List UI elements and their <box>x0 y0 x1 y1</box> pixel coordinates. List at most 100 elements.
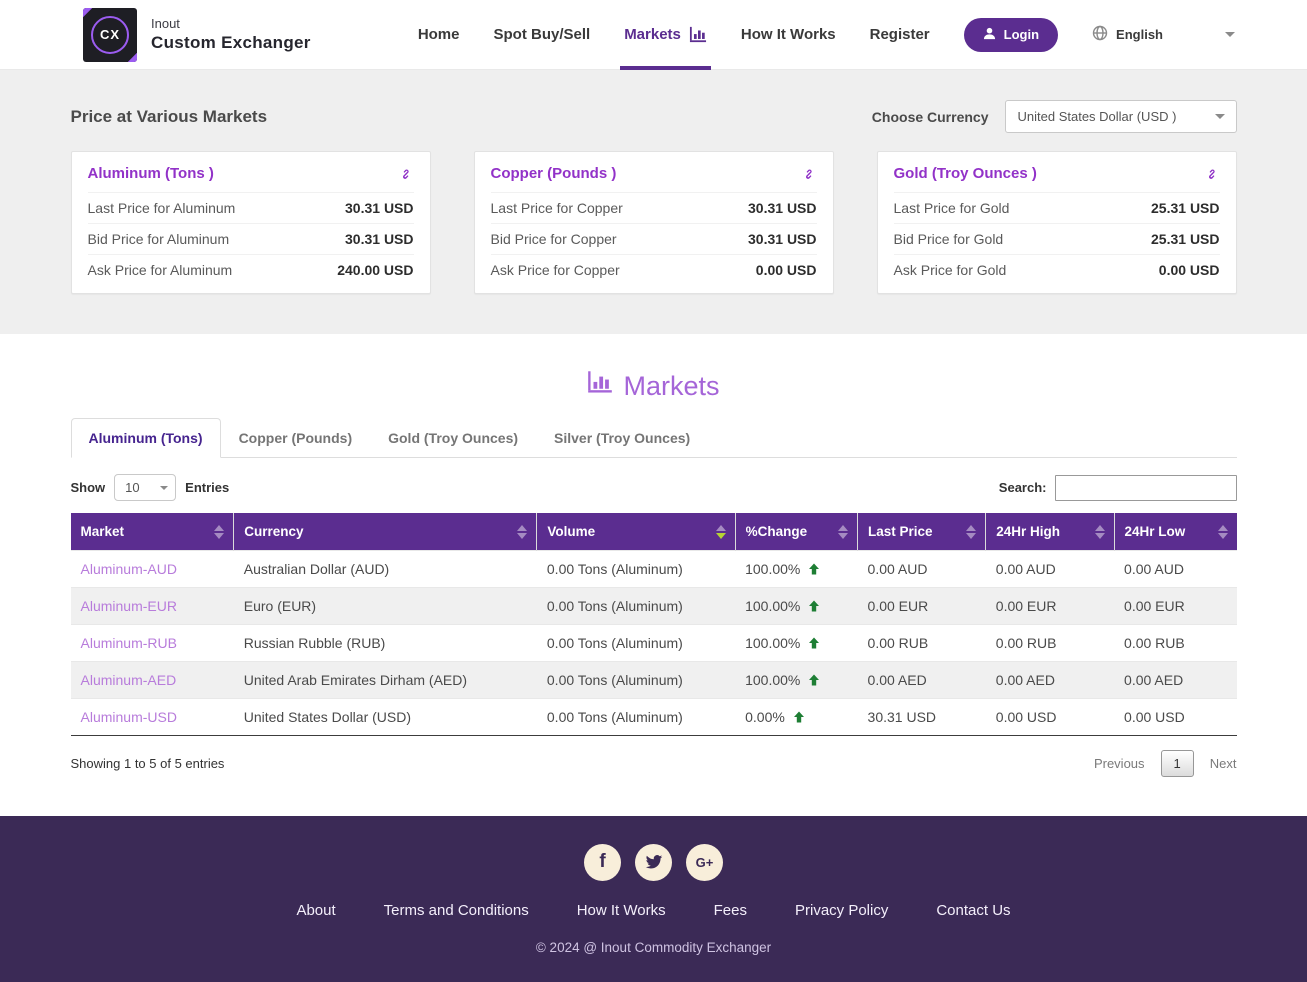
footer-link-about[interactable]: About <box>296 901 336 919</box>
currency-cell: United States Dollar (USD) <box>233 698 537 736</box>
arrow-up-icon <box>793 711 804 723</box>
high-cell: 0.00 USD <box>985 698 1115 736</box>
price-row: Ask Price for Aluminum 240.00 USD <box>87 254 414 285</box>
user-icon <box>983 27 996 43</box>
link-icon[interactable] <box>398 166 414 182</box>
last-price-cell: 0.00 RUB <box>857 624 986 662</box>
last-price-cell: 0.00 EUR <box>857 587 986 625</box>
social-links: f G+ <box>584 843 723 881</box>
login-button[interactable]: Login <box>963 17 1059 52</box>
change-cell: 100.00% <box>735 550 858 588</box>
low-cell: 0.00 RUB <box>1114 624 1237 662</box>
sort-icon <box>1094 524 1105 539</box>
sort-desc-icon <box>715 524 726 539</box>
navbar: CX Inout Custom Exchanger Home Spot Buy/… <box>0 0 1307 70</box>
arrow-up-icon <box>809 563 820 575</box>
footer-link-contact[interactable]: Contact Us <box>936 901 1011 919</box>
nav-item-spot-buy-sell[interactable]: Spot Buy/Sell <box>493 26 591 43</box>
google-plus-icon[interactable]: G+ <box>686 843 723 881</box>
next-button[interactable]: Next <box>1209 756 1237 771</box>
footer-link-privacy[interactable]: Privacy Policy <box>794 901 889 919</box>
currency-select[interactable]: United States Dollar (USD ) <box>1004 100 1237 133</box>
last-price-cell: 0.00 AUD <box>857 550 986 588</box>
currency-cell: Euro (EUR) <box>233 587 537 625</box>
currency-cell: Russian Rubble (RUB) <box>233 624 537 662</box>
market-tabs: Aluminum (Tons) Copper (Pounds) Gold (Tr… <box>70 418 1237 458</box>
footer-link-how-it-works[interactable]: How It Works <box>576 901 666 919</box>
twitter-icon[interactable] <box>635 843 672 881</box>
price-card-gold: Gold (Troy Ounces ) Last Price for Gold … <box>876 151 1237 294</box>
logo-initials: CX <box>91 15 129 54</box>
column-header-volume[interactable]: Volume <box>536 513 736 551</box>
logo-mark-icon: CX <box>83 7 137 62</box>
price-card-copper: Copper (Pounds ) Last Price for Copper 3… <box>473 151 834 294</box>
markets-table: Market Currency Volume %Change <box>70 513 1237 736</box>
last-price-cell: 30.31 USD <box>857 698 986 736</box>
volume-cell: 0.00 Tons (Aluminum) <box>536 624 736 662</box>
nav-item-home[interactable]: Home <box>417 26 460 43</box>
price-row: Ask Price for Gold 0.00 USD <box>893 254 1220 285</box>
brand-name-bottom: Custom Exchanger <box>151 33 311 52</box>
volume-cell: 0.00 Tons (Aluminum) <box>536 661 736 699</box>
nav-item-how-it-works[interactable]: How It Works <box>740 26 836 43</box>
low-cell: 0.00 USD <box>1114 698 1237 736</box>
tab-aluminum-tons[interactable]: Aluminum (Tons) <box>70 418 221 458</box>
column-header-market[interactable]: Market <box>70 513 235 551</box>
high-cell: 0.00 RUB <box>985 624 1115 662</box>
arrow-up-icon <box>809 637 820 649</box>
change-cell: 0.00% <box>735 698 858 736</box>
tab-silver-troy-ounces[interactable]: Silver (Troy Ounces) <box>554 430 691 446</box>
arrow-up-icon <box>809 600 820 612</box>
markets-heading: Markets <box>0 370 1307 402</box>
caret-down-icon[interactable] <box>1225 32 1235 37</box>
page-size-select[interactable]: 10 <box>114 474 177 501</box>
column-header-change[interactable]: %Change <box>735 513 859 551</box>
market-pair-link[interactable]: Aluminum-RUB <box>80 635 177 651</box>
link-icon[interactable] <box>1204 166 1220 182</box>
price-row: Bid Price for Aluminum 30.31 USD <box>87 223 414 254</box>
currency-cell: Australian Dollar (AUD) <box>233 550 537 588</box>
currency-cell: United Arab Emirates Dirham (AED) <box>233 661 537 699</box>
column-header-last-price[interactable]: Last Price <box>857 513 987 551</box>
sort-icon <box>966 524 977 539</box>
search-input[interactable] <box>1054 474 1237 501</box>
card-title: Aluminum (Tons ) <box>87 165 214 182</box>
nav-item-register[interactable]: Register <box>869 26 930 43</box>
page-1-button[interactable]: 1 <box>1160 750 1194 777</box>
table-row: Aluminum-AUD Australian Dollar (AUD) 0.0… <box>70 550 1237 588</box>
tab-copper-pounds[interactable]: Copper (Pounds) <box>238 430 353 446</box>
link-icon[interactable] <box>801 166 817 182</box>
tab-gold-troy-ounces[interactable]: Gold (Troy Ounces) <box>388 430 519 446</box>
footer-link-fees[interactable]: Fees <box>713 901 747 919</box>
low-cell: 0.00 AED <box>1114 661 1237 699</box>
language-selector[interactable]: English <box>1092 25 1163 44</box>
footer: f G+ About Terms and Conditions How It W… <box>0 816 1307 982</box>
low-cell: 0.00 EUR <box>1114 587 1237 625</box>
volume-cell: 0.00 Tons (Aluminum) <box>536 698 736 736</box>
price-row: Bid Price for Copper 30.31 USD <box>490 223 817 254</box>
nav-item-markets[interactable]: Markets <box>620 0 711 70</box>
sort-icon <box>838 524 849 539</box>
entries-label: Entries <box>185 480 230 495</box>
price-section: Price at Various Markets Choose Currency… <box>0 70 1307 334</box>
market-pair-link[interactable]: Aluminum-USD <box>80 709 177 725</box>
change-cell: 100.00% <box>735 624 858 662</box>
market-pair-link[interactable]: Aluminum-AUD <box>80 561 177 577</box>
footer-link-terms[interactable]: Terms and Conditions <box>383 901 529 919</box>
low-cell: 0.00 AUD <box>1114 550 1237 588</box>
table-row: Aluminum-RUB Russian Rubble (RUB) 0.00 T… <box>70 624 1237 662</box>
table-header-row: Market Currency Volume %Change <box>70 513 1237 551</box>
chart-bar-icon <box>689 26 707 43</box>
previous-button[interactable]: Previous <box>1093 756 1145 771</box>
brand-logo[interactable]: CX Inout Custom Exchanger <box>83 7 311 62</box>
table-row: Aluminum-USD United States Dollar (USD) … <box>70 698 1237 736</box>
column-header-currency[interactable]: Currency <box>233 513 538 551</box>
column-header-24hr-low[interactable]: 24Hr Low <box>1114 513 1237 551</box>
facebook-icon[interactable]: f <box>584 843 621 881</box>
price-row: Last Price for Gold 25.31 USD <box>893 192 1220 223</box>
markets-section: Markets Aluminum (Tons) Copper (Pounds) … <box>0 334 1307 777</box>
market-pair-link[interactable]: Aluminum-EUR <box>80 598 177 614</box>
market-pair-link[interactable]: Aluminum-AED <box>80 672 177 688</box>
column-header-24hr-high[interactable]: 24Hr High <box>985 513 1115 551</box>
language-label: English <box>1116 27 1163 42</box>
